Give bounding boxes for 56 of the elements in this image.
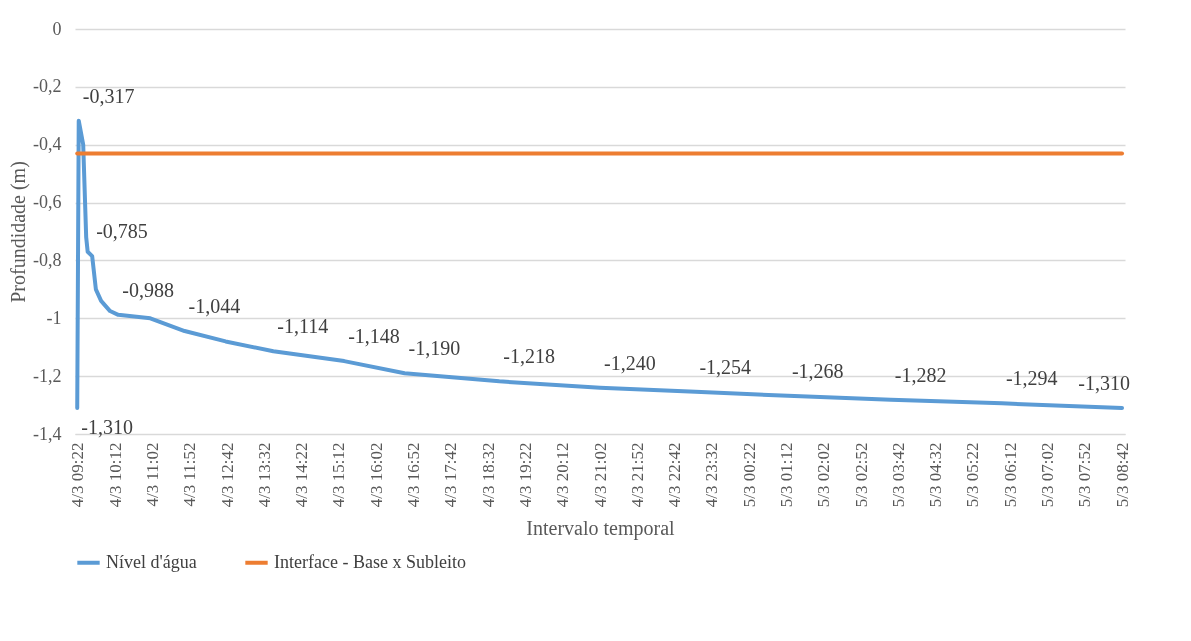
data-label: -1,294: [1005, 367, 1058, 390]
legend-label: Interface - Base x Subleito: [274, 551, 466, 572]
x-tick-label: 4/3 13:32: [254, 442, 274, 508]
x-tick-label: 5/3 05:22: [963, 442, 983, 508]
x-tick-label: 5/3 07:52: [1075, 442, 1095, 508]
x-tick-label: 4/3 20:12: [553, 442, 573, 508]
y-axis-title: Profundidade (m): [7, 161, 31, 303]
x-tick-label: 5/3 08:42: [1112, 442, 1132, 508]
y-tick-label: -1,4: [33, 423, 62, 444]
x-tick-label: 5/3 06:12: [1000, 442, 1020, 508]
x-tick-label: 4/3 12:42: [217, 442, 237, 508]
x-tick-label: 5/3 02:52: [851, 442, 871, 508]
x-tick-label: 5/3 04:32: [926, 442, 946, 508]
y-tick-label: -0,6: [33, 192, 62, 213]
y-tick-label: 0: [52, 18, 62, 39]
y-tick-label: -1,2: [33, 365, 62, 386]
data-label: -0,317: [82, 84, 135, 107]
data-label: -1,268: [791, 359, 844, 382]
x-tick-label: 4/3 14:22: [292, 442, 312, 508]
data-label: -1,254: [699, 355, 752, 378]
x-tick-label: 5/3 02:02: [814, 442, 834, 508]
x-tick-label: 4/3 18:32: [478, 442, 498, 508]
x-tick-label: 4/3 21:52: [627, 442, 647, 508]
y-tick-label: -0,4: [33, 134, 62, 155]
y-tick-label: -1: [46, 307, 62, 328]
data-label: -1,148: [348, 325, 400, 348]
data-label: -1,044: [188, 295, 241, 318]
data-label: -1,114: [277, 315, 329, 338]
x-tick-label: 5/3 01:12: [776, 442, 796, 508]
x-tick-label: 4/3 11:02: [143, 442, 163, 507]
x-tick-label: 4/3 10:12: [105, 442, 125, 508]
data-label: -1,282: [894, 363, 947, 386]
data-label: -1,190: [408, 337, 461, 360]
x-tick-label: 4/3 21:02: [590, 442, 610, 508]
x-tick-label: 4/3 16:52: [404, 442, 424, 508]
x-tick-label: 4/3 15:12: [329, 442, 349, 508]
x-axis-title: Intervalo temporal: [526, 517, 676, 541]
legend-label: Nível d'água: [106, 551, 197, 572]
data-label: -0,988: [122, 278, 174, 301]
y-tick-label: -0,8: [33, 249, 62, 270]
x-tick-label: 4/3 16:02: [366, 442, 386, 508]
x-tick-label: 4/3 19:22: [515, 442, 535, 508]
x-tick-label: 5/3 00:22: [739, 442, 759, 508]
x-tick-label: 4/3 23:32: [702, 442, 722, 508]
x-tick-label: 4/3 11:52: [180, 442, 200, 507]
data-label: -1,218: [503, 345, 555, 368]
data-label: -0,785: [96, 220, 148, 243]
x-tick-label: 4/3 09:22: [68, 442, 88, 508]
x-tick-label: 4/3 22:42: [665, 442, 685, 508]
data-label: -1,310: [1078, 371, 1131, 394]
y-tick-label: -0,2: [33, 76, 62, 97]
data-label: -1,240: [604, 351, 656, 374]
data-label: -1,310: [81, 415, 133, 438]
x-tick-label: 5/3 07:02: [1037, 442, 1057, 508]
x-tick-label: 4/3 17:42: [441, 442, 461, 508]
x-tick-label: 5/3 03:42: [888, 442, 908, 508]
